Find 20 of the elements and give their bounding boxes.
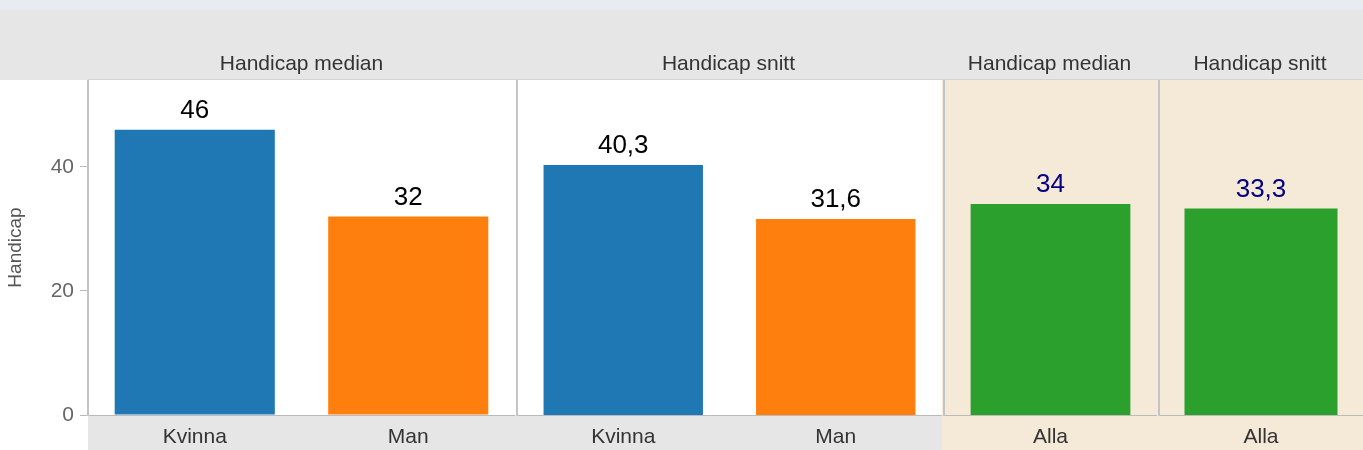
- x-tick-label: Man: [815, 424, 857, 448]
- data-label: 32: [393, 180, 423, 211]
- y-axis-title: Handicap: [3, 207, 25, 288]
- chart-title: Handicap median: [942, 10, 1157, 80]
- data-label: 46: [180, 93, 210, 124]
- data-label: 34: [1036, 168, 1065, 199]
- y-tick-label: 40: [50, 153, 74, 177]
- x-tick-label: Kvinna: [591, 424, 656, 448]
- chart-title: Handicap median: [88, 10, 515, 80]
- data-label: 40,3: [597, 129, 649, 160]
- y-tick-label: 0: [62, 401, 74, 425]
- chart-title: Handicap snitt: [515, 10, 942, 80]
- y-tick-label: 20: [50, 277, 74, 301]
- x-tick-label: Man: [387, 424, 429, 448]
- x-tick-label: Kvinna: [162, 424, 228, 448]
- x-tick-label: Alla: [1243, 424, 1279, 448]
- data-label: 33,3: [1235, 172, 1287, 203]
- chart-title: Handicap snitt: [1157, 10, 1363, 80]
- data-label: 31,6: [810, 183, 862, 214]
- x-tick-label: Alla: [1032, 424, 1069, 448]
